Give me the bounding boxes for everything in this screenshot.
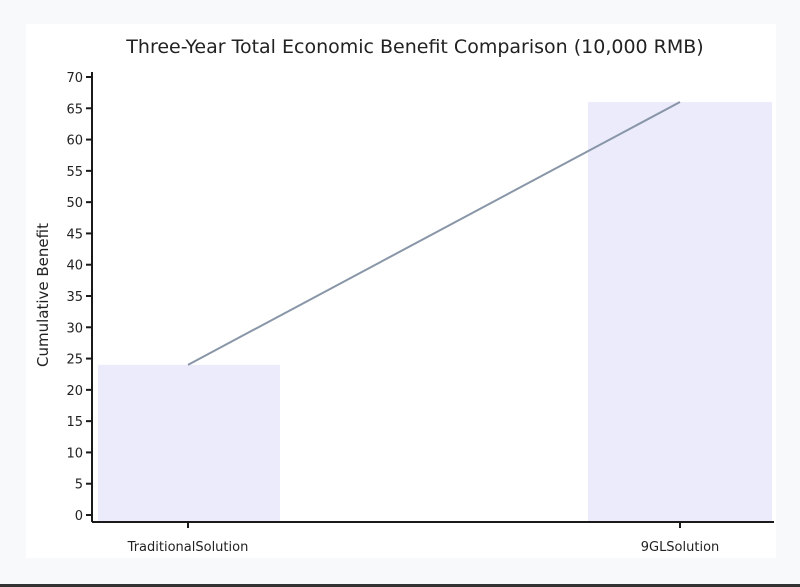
y-tick-label: 60 (66, 134, 83, 149)
y-tick-label: 30 (66, 321, 83, 336)
y-axis: 0 5 10 15 20 25 30 35 40 45 50 55 60 65 70 (66, 71, 93, 524)
y-tick-label: 70 (66, 71, 83, 86)
y-axis-label: Cumulative Benefit (34, 223, 52, 367)
y-tick-label: 20 (66, 384, 83, 399)
y-tick-label: 45 (66, 227, 83, 242)
x-tick-label: 9GLSolution (641, 540, 720, 555)
x-axis: TraditionalSolution 9GLSolution (92, 521, 774, 555)
y-tick-label: 25 (66, 353, 83, 368)
y-tick-label: 5 (75, 478, 83, 493)
y-tick-label: 50 (66, 196, 83, 211)
bar-TraditionalSolution (98, 364, 280, 521)
bottom-divider (0, 584, 800, 587)
y-tick-label: 35 (66, 290, 83, 305)
bar-9GLSolution (588, 102, 772, 522)
y-tick-label: 0 (75, 509, 83, 524)
chart-title: Three-Year Total Economic Benefit Compar… (125, 36, 703, 58)
x-tick-label: TraditionalSolution (127, 540, 249, 555)
y-tick-label: 15 (66, 415, 83, 430)
y-tick-label: 65 (66, 102, 83, 117)
y-tick-label: 10 (66, 446, 83, 461)
y-tick-label: 40 (66, 259, 83, 274)
bars-group (98, 102, 772, 522)
y-tick-label: 55 (66, 165, 83, 180)
trend-line (187, 101, 681, 366)
overlay-line (187, 101, 681, 366)
